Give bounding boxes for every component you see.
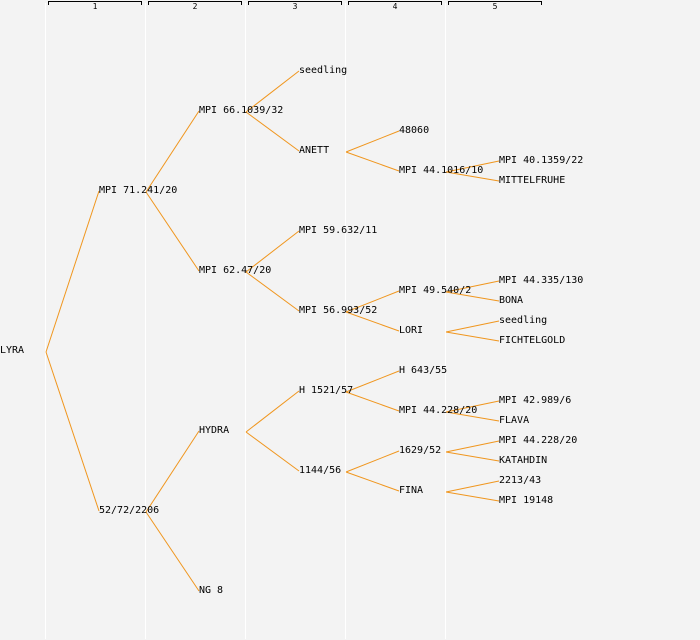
ancestor-node[interactable]: MPI 49.540/2 — [399, 285, 472, 296]
ancestor-node[interactable]: MPI 44.228/20 — [399, 405, 478, 416]
ancestor-node[interactable]: BONA — [499, 295, 524, 306]
ancestor-node[interactable]: 1144/56 — [299, 465, 342, 476]
pedigree-link — [345, 391, 400, 412]
ancestor-node[interactable]: MPI 44.335/130 — [499, 275, 584, 286]
generation-bracket — [48, 1, 142, 5]
pedigree-link — [445, 280, 500, 293]
generation-label: 3 — [292, 2, 298, 11]
generation-label: 4 — [392, 2, 398, 11]
column-separator — [245, 3, 246, 639]
generation-bracket — [448, 1, 542, 5]
generation-bracket — [348, 1, 442, 5]
pedigree-link — [445, 171, 500, 182]
ancestor-node[interactable]: MPI 19148 — [499, 495, 554, 506]
ancestor-node[interactable]: MPI 44.1016/10 — [399, 165, 484, 176]
generation-bracket — [148, 1, 242, 5]
pedigree-link — [145, 110, 200, 193]
ancestor-node[interactable]: MPI 62.47/20 — [199, 265, 272, 276]
ancestor-node[interactable]: MPI 59.632/11 — [299, 225, 378, 236]
generation-label: 1 — [92, 2, 98, 11]
pedigree-link — [245, 230, 300, 273]
pedigree-link — [445, 480, 500, 493]
root-node[interactable]: LYRA — [0, 345, 25, 356]
pedigree-link — [445, 451, 500, 462]
ancestor-node[interactable]: MPI 66.1039/32 — [199, 105, 284, 116]
ancestor-node[interactable]: MPI 40.1359/22 — [499, 155, 584, 166]
pedigree-link — [145, 430, 200, 513]
ancestor-node[interactable]: 2213/43 — [499, 475, 542, 486]
ancestor-node[interactable]: LORI — [399, 325, 424, 336]
pedigree-link — [45, 190, 100, 353]
generation-bracket — [248, 1, 342, 5]
ancestor-node[interactable]: FLAVA — [499, 415, 530, 426]
pedigree-link — [345, 370, 400, 393]
ancestor-node[interactable]: NG 8 — [199, 585, 224, 596]
column-separator — [45, 3, 46, 639]
column-separator — [145, 3, 146, 639]
pedigree-link — [145, 511, 200, 592]
ancestor-node[interactable]: MPI 71.241/20 — [99, 185, 178, 196]
pedigree-link — [145, 191, 200, 272]
pedigree-link — [245, 111, 300, 152]
column-separator — [345, 3, 346, 639]
ancestor-node[interactable]: MPI 42.989/6 — [499, 395, 572, 406]
generation-label: 2 — [192, 2, 198, 11]
ancestor-node[interactable]: 48060 — [399, 125, 430, 136]
ancestor-node[interactable]: MPI 44.228/20 — [499, 435, 578, 446]
pedigree-link — [445, 320, 500, 333]
ancestor-node[interactable]: FINA — [399, 485, 424, 496]
ancestor-node[interactable]: ANETT — [299, 145, 330, 156]
ancestor-node[interactable]: HYDRA — [199, 425, 230, 436]
ancestor-node[interactable]: MITTELFRUHE — [499, 175, 566, 186]
pedigree-link — [445, 331, 500, 342]
ancestor-node[interactable]: KATAHDIN — [499, 455, 548, 466]
pedigree-link — [45, 351, 100, 512]
pedigree-link — [345, 290, 400, 313]
pedigree-link — [445, 400, 500, 413]
pedigree-link — [345, 151, 400, 172]
ancestor-node[interactable]: H 643/55 — [399, 365, 448, 376]
pedigree-link — [245, 431, 300, 472]
ancestor-node[interactable]: seedling — [499, 315, 548, 326]
pedigree-link — [245, 390, 300, 433]
ancestor-node[interactable]: 52/72/2206 — [99, 505, 160, 516]
pedigree-link — [445, 411, 500, 422]
generation-label: 5 — [492, 2, 498, 11]
pedigree-link — [345, 130, 400, 153]
pedigree-link — [345, 450, 400, 473]
ancestor-node[interactable]: 1629/52 — [399, 445, 442, 456]
pedigree-link — [445, 291, 500, 302]
pedigree-link — [345, 311, 400, 332]
pedigree-link — [445, 160, 500, 173]
pedigree-link — [345, 471, 400, 492]
ancestor-node[interactable]: seedling — [299, 65, 348, 76]
ancestor-node[interactable]: MPI 56.993/52 — [299, 305, 378, 316]
column-separator — [445, 3, 446, 639]
pedigree-link — [445, 491, 500, 502]
pedigree-link — [245, 271, 300, 312]
ancestor-node[interactable]: H 1521/57 — [299, 385, 354, 396]
ancestor-node[interactable]: FICHTELGOLD — [499, 335, 566, 346]
pedigree-link — [245, 70, 300, 113]
pedigree-link — [445, 440, 500, 453]
